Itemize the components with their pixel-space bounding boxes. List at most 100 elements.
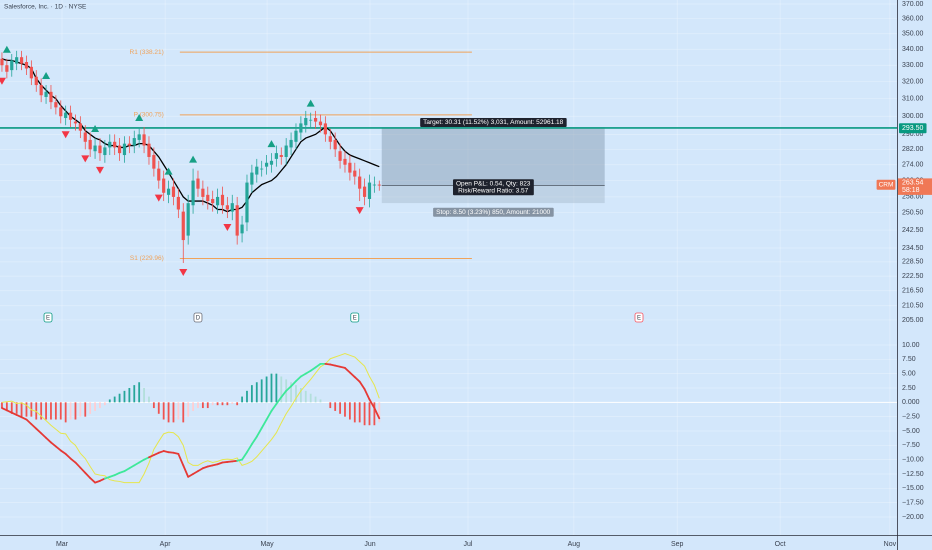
macd-line — [241, 451, 248, 461]
y-tick-label: 330.00 — [902, 62, 924, 69]
x-tick-label: Aug — [568, 541, 581, 548]
label-box — [420, 118, 567, 128]
buy-signal — [164, 167, 173, 175]
candle-body — [19, 57, 24, 64]
event-marker — [193, 312, 203, 323]
macd-line — [304, 369, 312, 375]
histogram-bar — [99, 402, 101, 409]
candle-body — [279, 155, 283, 157]
candle-body — [73, 121, 78, 124]
histogram-bar — [260, 379, 263, 403]
macd-line — [45, 436, 52, 444]
candle-body — [260, 168, 264, 170]
y-tick-label: 10.00 — [902, 342, 920, 349]
target-label: Target: 30.31 (11.52%) 3,031, Amount: 52… — [423, 119, 563, 126]
histogram-bar — [20, 402, 23, 417]
baseline-line — [1, 58, 380, 213]
histogram-bar — [197, 402, 199, 409]
y-tick-label: 250.50 — [902, 210, 924, 217]
candle-body — [162, 178, 166, 193]
histogram-bar — [241, 396, 243, 403]
macd-line — [20, 416, 28, 421]
candle-body — [220, 194, 225, 206]
candle-body — [15, 57, 19, 64]
macd-line — [89, 477, 96, 484]
macd-line — [265, 410, 273, 421]
histogram-bar — [54, 402, 57, 420]
macd-line — [152, 451, 160, 456]
candle-body — [98, 145, 102, 154]
histogram-bar — [133, 385, 136, 403]
histogram-bar — [177, 402, 180, 420]
candle-body — [304, 118, 308, 126]
candle-body — [29, 66, 33, 79]
candle-body — [166, 188, 171, 195]
candle-body — [201, 188, 205, 197]
candle-body — [127, 143, 131, 146]
candle-body — [269, 160, 274, 165]
macd-line — [133, 461, 141, 467]
histogram-bar — [167, 402, 170, 423]
candle-body — [294, 130, 298, 142]
candle-body — [83, 132, 87, 142]
histogram-bar — [152, 402, 155, 409]
macd-line — [295, 375, 302, 383]
candle-body — [132, 138, 136, 146]
x-tick-label: Nov — [884, 541, 897, 548]
macd-line — [143, 456, 150, 461]
macd-line — [177, 453, 185, 467]
sell-signal — [223, 224, 232, 232]
candle-body — [78, 123, 82, 131]
macd-line — [280, 389, 288, 399]
candle-body — [93, 145, 97, 152]
histogram-bar — [226, 402, 229, 406]
pnl-label: Open P&L: 0.54, Qty: 823 — [456, 180, 531, 187]
candle-body — [24, 62, 29, 69]
candle-body — [343, 158, 347, 165]
y-tick-label: −20.00 — [902, 514, 924, 521]
candle-body — [225, 205, 229, 210]
price-line-label: 293.50 — [902, 125, 924, 132]
histogram-bar — [157, 402, 160, 414]
macd-line — [187, 473, 194, 478]
buy-signal — [306, 99, 315, 107]
macd-line — [54, 445, 62, 452]
macd-line — [5, 409, 13, 414]
histogram-bar — [353, 402, 356, 423]
y-tick-label: 360.00 — [902, 16, 924, 23]
candle-body — [323, 123, 327, 135]
label-box — [899, 123, 927, 134]
y-tick-label: 310.00 — [902, 96, 924, 103]
pnl-box — [452, 179, 534, 196]
histogram-bar — [94, 402, 96, 411]
buy-signal — [91, 125, 100, 133]
buy-signal — [2, 45, 11, 53]
histogram-bar — [344, 402, 346, 417]
macd-line — [74, 461, 82, 469]
y-tick-label: 7.50 — [902, 356, 916, 363]
candle-body — [10, 60, 14, 71]
macd-line — [344, 367, 351, 374]
histogram-bar — [84, 402, 87, 417]
histogram-bar — [378, 402, 381, 423]
candle-body — [88, 139, 92, 150]
histogram-bar — [216, 402, 219, 406]
event-label: D — [196, 316, 201, 322]
candle-body — [68, 112, 73, 120]
candle-body — [372, 184, 376, 186]
histogram-bar — [25, 402, 28, 417]
y-tick-label: 290.00 — [902, 131, 924, 138]
sell-signal — [95, 166, 104, 174]
macd-line — [69, 457, 77, 464]
histogram-bar — [15, 402, 18, 414]
histogram-bar — [334, 402, 337, 411]
y-tick-label: 320.00 — [902, 79, 924, 86]
candle-body — [358, 176, 362, 189]
x-tick-label: Sep — [671, 541, 684, 548]
histogram-bar — [74, 402, 77, 420]
histogram-bar — [275, 373, 278, 403]
macd-line — [255, 427, 263, 438]
macd-line — [275, 396, 283, 405]
event-label: E — [353, 316, 357, 322]
macd-line — [373, 407, 381, 420]
